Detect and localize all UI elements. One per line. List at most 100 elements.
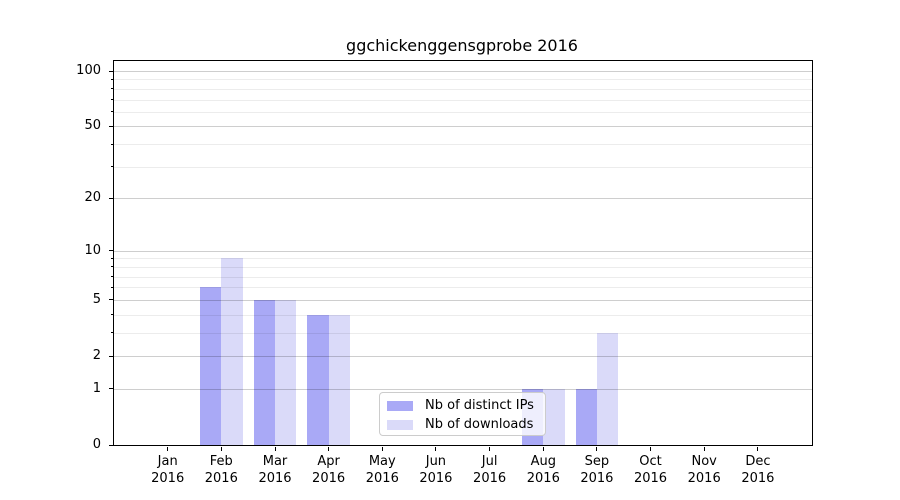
x-tick-label: Aug 2016 xyxy=(511,453,575,487)
gridline-minor xyxy=(114,314,812,316)
x-tick-label: Feb 2016 xyxy=(189,453,253,487)
gridline-minor xyxy=(114,276,812,278)
y-tick xyxy=(109,197,113,199)
y-minor-tick xyxy=(111,88,113,90)
gridline-minor xyxy=(114,287,812,289)
x-tick-label: Jul 2016 xyxy=(458,453,522,487)
x-tick-month: Jan xyxy=(157,454,178,469)
bar-downloads xyxy=(543,388,565,445)
y-tick xyxy=(109,250,113,252)
y-minor-tick xyxy=(111,166,113,168)
bar-distinct-ips xyxy=(575,388,597,445)
x-tick xyxy=(650,447,651,451)
gridline-minor xyxy=(114,166,812,168)
x-tick-year: 2016 xyxy=(526,471,560,486)
x-tick-label: Jun 2016 xyxy=(404,453,468,487)
y-tick xyxy=(109,125,113,127)
x-tick-label: Sep 2016 xyxy=(565,453,629,487)
y-tick xyxy=(109,444,113,446)
x-tick-month: Dec xyxy=(745,454,771,469)
x-tick-year: 2016 xyxy=(580,471,614,486)
gridline-major xyxy=(114,126,812,128)
x-tick-label: Apr 2016 xyxy=(297,453,361,487)
x-tick-year: 2016 xyxy=(687,471,721,486)
x-tick xyxy=(489,447,491,451)
x-tick xyxy=(220,447,222,451)
x-tick-label: Dec 2016 xyxy=(726,453,790,487)
x-tick-label: Mar 2016 xyxy=(243,453,307,487)
x-tick-month: Feb xyxy=(209,454,233,469)
y-minor-tick xyxy=(111,78,113,80)
x-tick-label: Jan 2016 xyxy=(136,453,200,487)
x-tick-month: Jul xyxy=(481,454,498,469)
x-tick xyxy=(542,447,544,451)
x-tick-month: May xyxy=(368,454,396,469)
y-tick-label: 10 xyxy=(84,242,101,258)
y-tick xyxy=(109,355,113,357)
x-tick-year: 2016 xyxy=(633,471,668,486)
y-tick-label: 2 xyxy=(92,348,101,363)
gridline-major xyxy=(114,299,812,301)
gridline-major xyxy=(114,198,812,200)
chart-title: ggchickenggensgprobe 2016 xyxy=(346,36,578,55)
y-tick-label: 1 xyxy=(92,380,101,396)
y-minor-tick xyxy=(111,99,113,101)
x-tick-month: Aug xyxy=(530,454,556,469)
y-tick-label: 5 xyxy=(92,291,101,307)
legend-item: Nb of distinct IPs xyxy=(380,396,545,415)
x-tick-month: Mar xyxy=(262,454,288,469)
x-tick xyxy=(167,447,169,451)
gridline-minor xyxy=(114,258,812,260)
x-tick-year: 2016 xyxy=(741,471,775,486)
y-minor-tick xyxy=(111,314,113,316)
y-tick-label: 20 xyxy=(84,190,101,206)
y-tick-label: 0 xyxy=(92,437,101,452)
x-tick-year: 2016 xyxy=(204,471,238,486)
gridline-minor xyxy=(114,88,812,90)
gridline-minor xyxy=(114,144,812,146)
x-tick-month: Apr xyxy=(317,454,340,469)
x-tick-month: Oct xyxy=(639,454,662,469)
x-tick-label: Oct 2016 xyxy=(619,453,683,487)
x-tick xyxy=(274,447,276,451)
x-tick-month: Jun xyxy=(425,454,447,469)
x-tick-month: Sep xyxy=(584,454,610,469)
y-minor-tick xyxy=(111,276,113,277)
x-tick-year: 2016 xyxy=(473,471,507,486)
bar-distinct-ips xyxy=(307,314,329,445)
legend-item: Nb of downloads xyxy=(380,415,545,434)
y-tick xyxy=(109,299,113,301)
legend: Nb of distinct IPs Nb of downloads xyxy=(379,392,546,436)
y-tick-label: 100 xyxy=(76,63,101,78)
y-minor-tick xyxy=(111,332,113,334)
x-tick xyxy=(596,447,598,451)
legend-label: Nb of downloads xyxy=(425,417,534,432)
x-tick-label: Nov 2016 xyxy=(672,453,736,487)
gridline-major xyxy=(114,250,812,252)
y-minor-tick xyxy=(111,286,113,288)
legend-swatch-distinct-ips xyxy=(387,400,413,411)
gridline-minor xyxy=(114,332,812,334)
bar-distinct-ips xyxy=(199,287,222,445)
x-tick-year: 2016 xyxy=(365,471,399,486)
gridline-minor xyxy=(114,79,812,81)
gridline-minor xyxy=(114,111,812,113)
y-tick xyxy=(109,388,113,390)
x-tick-month: Nov xyxy=(691,454,717,469)
gridline-major xyxy=(114,71,812,72)
x-tick-year: 2016 xyxy=(258,471,292,486)
x-tick xyxy=(757,447,759,451)
gridline-minor xyxy=(114,266,812,268)
x-tick xyxy=(435,447,437,451)
bar-downloads xyxy=(328,314,350,445)
y-minor-tick xyxy=(111,257,113,259)
y-minor-tick xyxy=(111,111,113,113)
x-tick-label: May 2016 xyxy=(350,453,414,487)
bar-distinct-ips xyxy=(253,299,275,445)
gridline-major xyxy=(114,388,812,390)
y-tick xyxy=(109,70,113,72)
legend-swatch-downloads xyxy=(387,419,413,430)
x-tick-year: 2016 xyxy=(312,471,346,486)
x-tick xyxy=(703,447,705,451)
